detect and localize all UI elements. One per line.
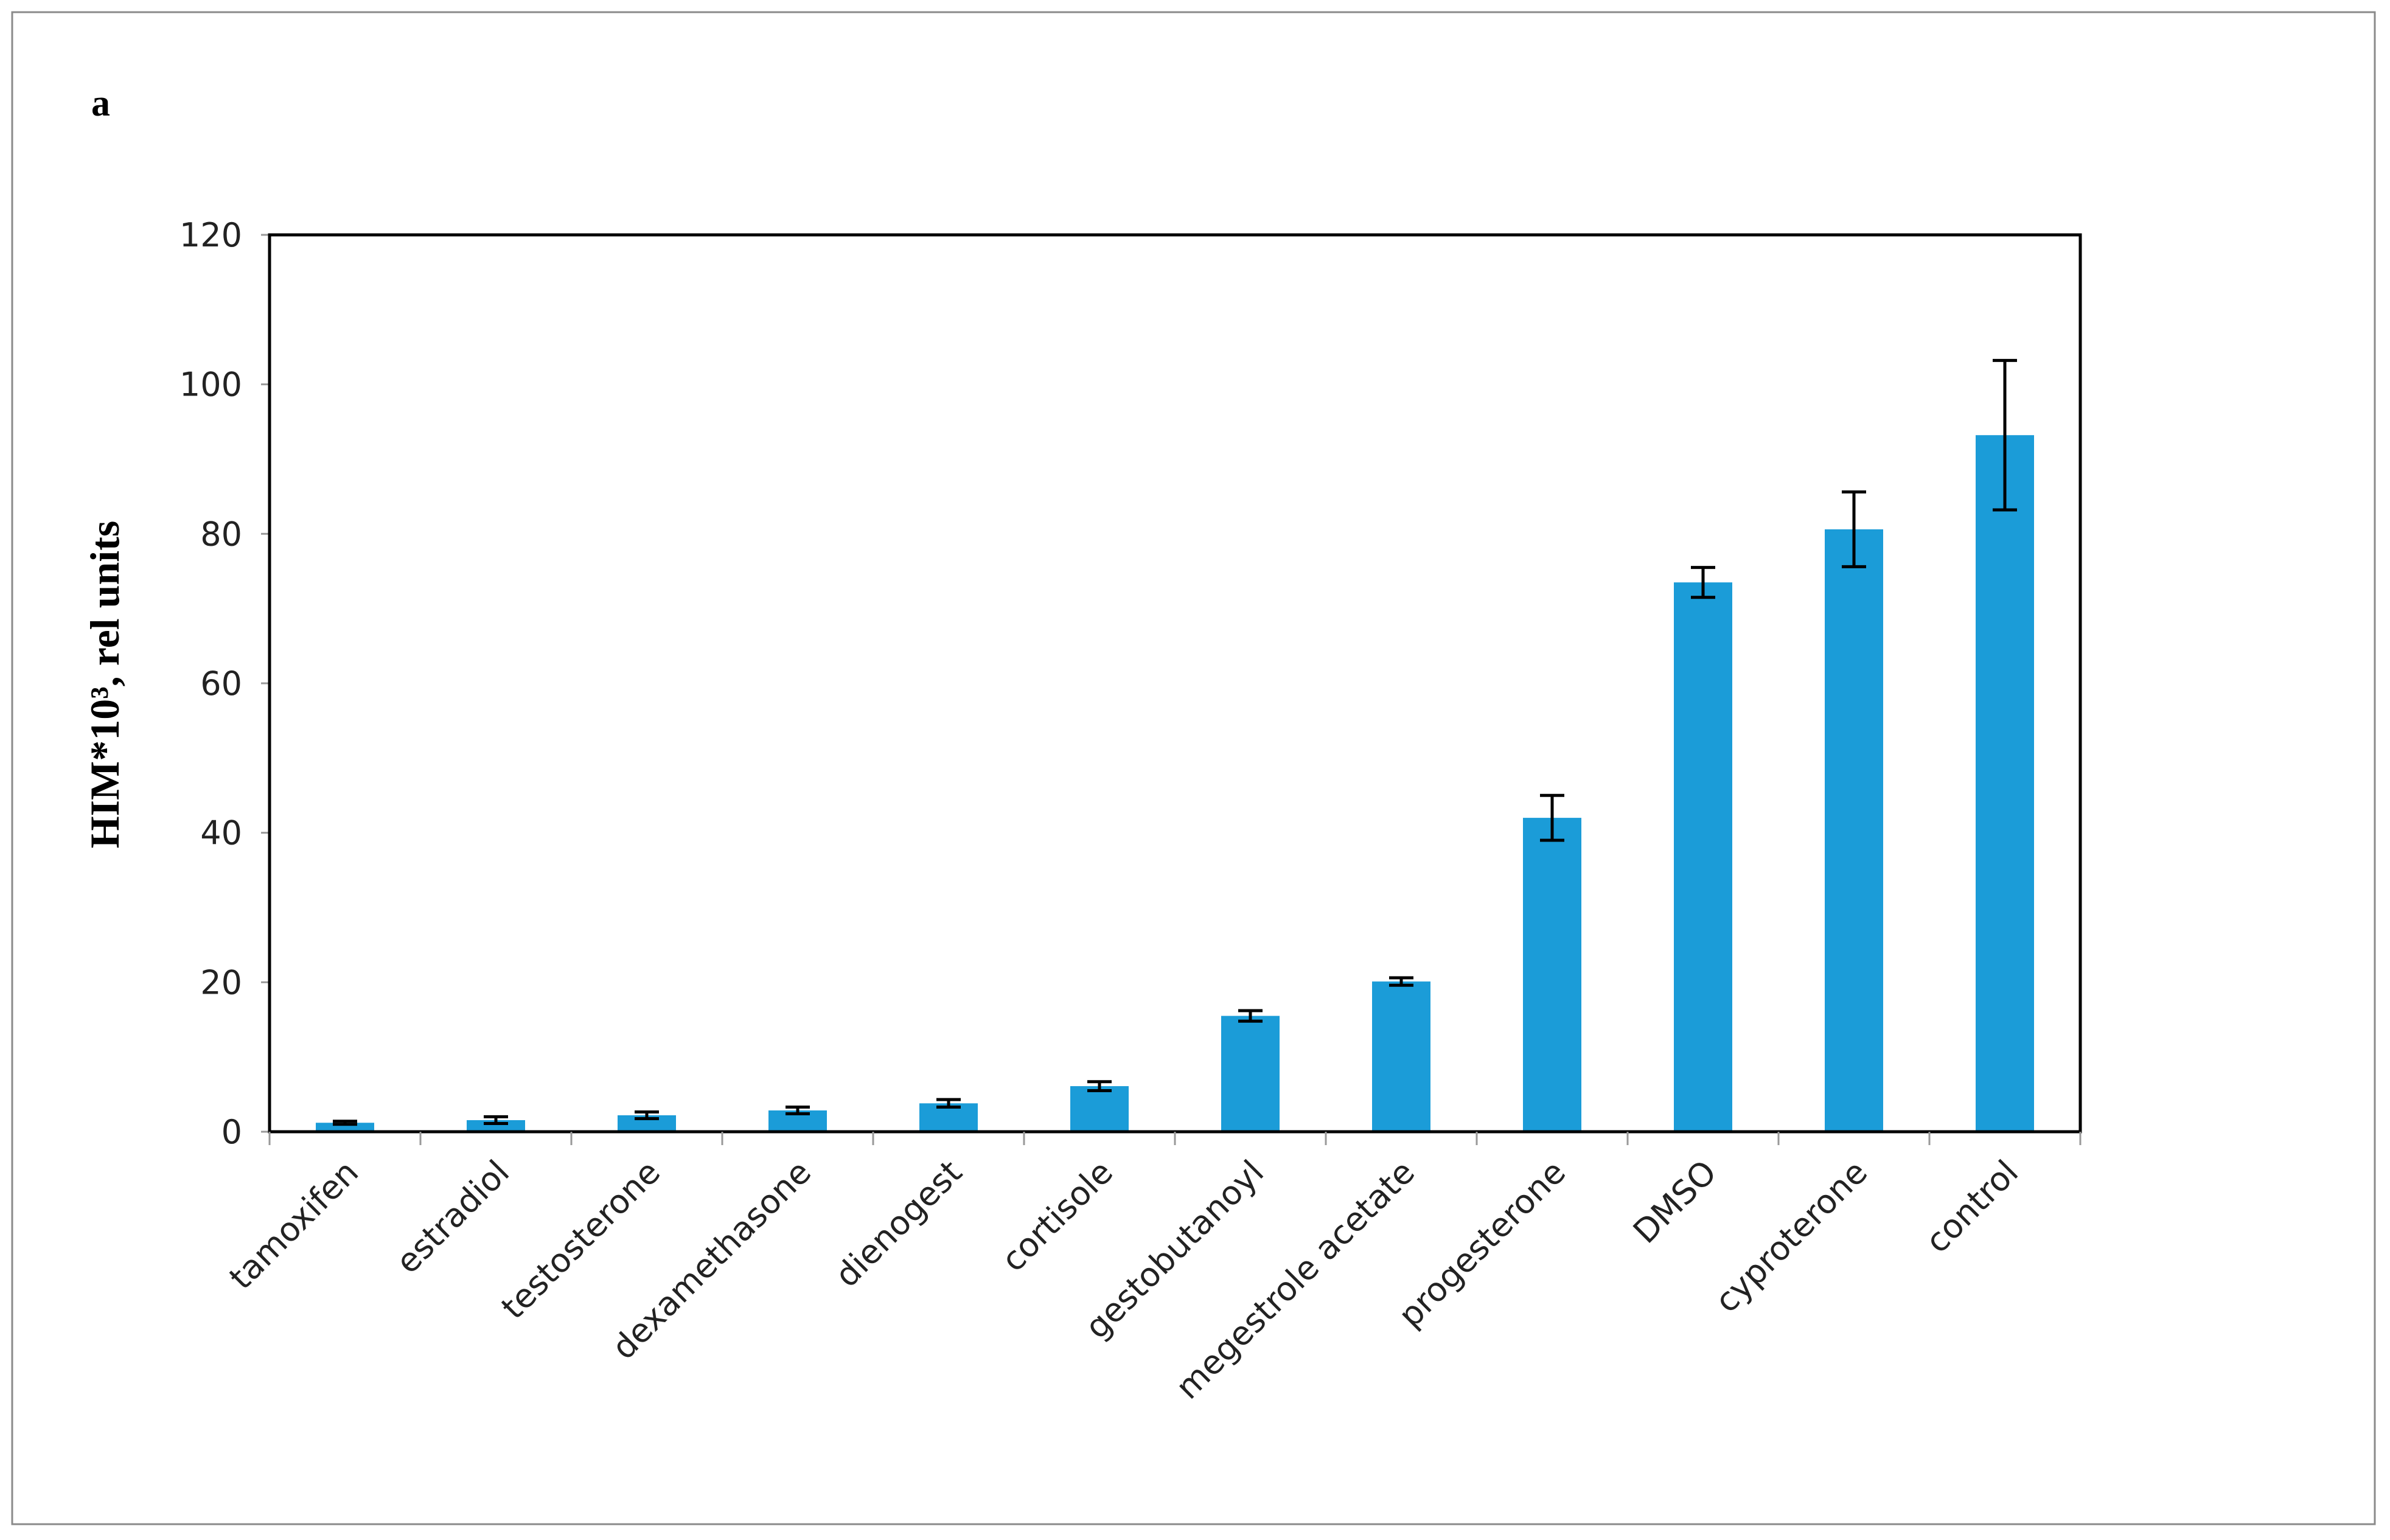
error-bar — [1842, 490, 1866, 568]
error-bar — [786, 1105, 810, 1116]
error-bar — [333, 1120, 357, 1126]
y-axis-title: HIM*10³, rel units — [82, 521, 128, 849]
bar-cortisole — [1070, 1086, 1129, 1132]
bar-control — [1976, 435, 2034, 1132]
bar-estradiol — [467, 1120, 525, 1132]
y-tick-label: 60 — [200, 664, 242, 703]
bar-cyproterone — [1825, 529, 1883, 1132]
y-tick-label: 120 — [179, 216, 242, 254]
error-bar — [484, 1115, 508, 1125]
error-bar — [1540, 793, 1564, 842]
bar-progesterone — [1523, 818, 1581, 1132]
y-tick-label: 100 — [179, 366, 242, 404]
error-bar — [1238, 1009, 1263, 1023]
error-bar — [1389, 976, 1413, 987]
y-tick-label: 20 — [200, 963, 242, 1002]
error-bar — [635, 1110, 659, 1121]
bar-tamoxifen — [316, 1123, 374, 1132]
bar-dmso — [1674, 582, 1732, 1132]
error-bar — [1993, 358, 2017, 512]
y-tick-label: 0 — [221, 1113, 242, 1151]
y-tick-label: 80 — [200, 515, 242, 553]
y-tick-label: 40 — [200, 814, 242, 852]
bar-megestrole-acetate — [1372, 981, 1430, 1132]
bar-gestobutanoyl — [1221, 1016, 1280, 1132]
panel-label: a — [91, 83, 110, 124]
error-bar — [1087, 1080, 1112, 1092]
error-bar — [1691, 566, 1715, 599]
error-bar — [936, 1098, 961, 1109]
